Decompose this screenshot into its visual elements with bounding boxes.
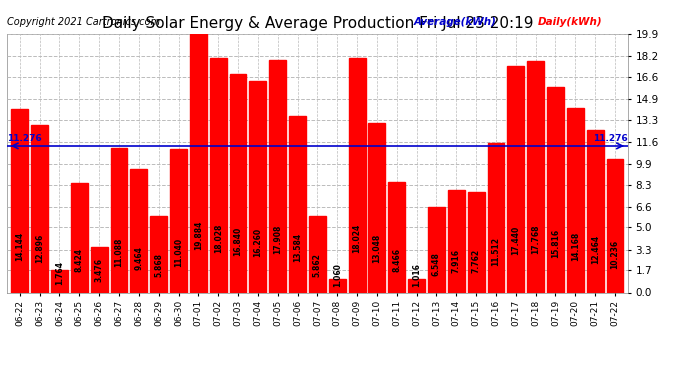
Bar	[190, 34, 207, 292]
Bar	[110, 148, 128, 292]
Text: 9.464: 9.464	[135, 246, 144, 270]
Text: 16.260: 16.260	[253, 228, 262, 257]
Text: 11.276: 11.276	[7, 134, 41, 142]
Bar	[408, 279, 425, 292]
Text: 13.584: 13.584	[293, 233, 302, 262]
Bar	[586, 130, 604, 292]
Text: 17.908: 17.908	[273, 224, 282, 254]
Text: 7.762: 7.762	[472, 249, 481, 273]
Bar	[71, 183, 88, 292]
Bar	[607, 159, 624, 292]
Text: 3.476: 3.476	[95, 258, 103, 282]
Bar	[567, 108, 584, 292]
Text: Daily(kWh): Daily(kWh)	[538, 17, 603, 27]
Bar	[210, 58, 226, 292]
Text: 11.040: 11.040	[174, 238, 183, 267]
Bar	[368, 123, 385, 292]
Bar	[170, 149, 187, 292]
Text: 1.016: 1.016	[412, 263, 421, 286]
Text: Copyright 2021 Cartronics.com: Copyright 2021 Cartronics.com	[7, 17, 160, 27]
Bar	[230, 74, 246, 292]
Bar	[348, 58, 366, 292]
Bar	[51, 270, 68, 292]
Text: 11.512: 11.512	[491, 237, 500, 266]
Bar	[448, 190, 464, 292]
Text: 15.816: 15.816	[551, 229, 560, 258]
Bar	[269, 60, 286, 292]
Text: 6.548: 6.548	[432, 252, 441, 276]
Bar	[527, 62, 544, 292]
Text: Average(kWh): Average(kWh)	[414, 17, 497, 27]
Text: 12.896: 12.896	[35, 234, 44, 264]
Text: 17.440: 17.440	[511, 225, 520, 255]
Bar	[309, 216, 326, 292]
Text: 18.024: 18.024	[353, 224, 362, 254]
Bar	[130, 170, 147, 292]
Text: 1.060: 1.060	[333, 262, 342, 286]
Text: 14.144: 14.144	[15, 232, 24, 261]
Text: 14.168: 14.168	[571, 232, 580, 261]
Bar	[388, 182, 405, 292]
Text: 5.862: 5.862	[313, 253, 322, 277]
Text: 10.236: 10.236	[611, 240, 620, 268]
Text: 12.464: 12.464	[591, 235, 600, 264]
Bar	[507, 66, 524, 292]
Bar	[250, 81, 266, 292]
Text: 11.276: 11.276	[593, 134, 628, 142]
Bar	[11, 109, 28, 292]
Text: 13.048: 13.048	[373, 234, 382, 263]
Text: 1.764: 1.764	[55, 261, 64, 285]
Text: 17.768: 17.768	[531, 225, 540, 254]
Bar	[428, 207, 445, 292]
Bar	[488, 143, 504, 292]
Bar	[468, 192, 484, 292]
Bar	[547, 87, 564, 292]
Text: 18.028: 18.028	[214, 224, 223, 254]
Bar	[90, 247, 108, 292]
Bar	[329, 279, 346, 292]
Text: 11.088: 11.088	[115, 238, 124, 267]
Bar	[289, 116, 306, 292]
Bar	[150, 216, 167, 292]
Bar	[31, 125, 48, 292]
Text: 19.884: 19.884	[194, 220, 203, 250]
Text: 5.868: 5.868	[154, 253, 163, 277]
Text: 16.840: 16.840	[233, 226, 243, 256]
Text: 8.424: 8.424	[75, 248, 83, 272]
Text: 7.916: 7.916	[452, 249, 461, 273]
Title: Daily Solar Energy & Average Production Fri Jul 23 20:19: Daily Solar Energy & Average Production …	[101, 16, 533, 31]
Text: 8.466: 8.466	[392, 248, 402, 272]
